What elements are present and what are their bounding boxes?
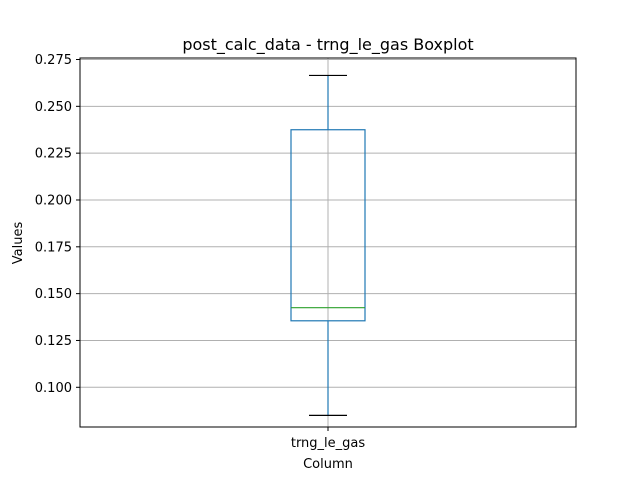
y-tick-label: 0.100	[35, 381, 72, 396]
marks-layer	[290, 74, 366, 416]
x-axis-label: Column	[303, 457, 353, 472]
y-tick-label: 0.175	[35, 240, 72, 255]
y-tick-label: 0.275	[35, 53, 72, 68]
x-tick-label: trng_le_gas	[291, 436, 366, 451]
grid-layer	[80, 58, 576, 427]
y-tick-label: 0.225	[35, 147, 72, 162]
y-axis: 0.100 0.125 0.150 0.175 0.200 0.225 0.250 0.275	[35, 53, 80, 396]
box-iqr	[290, 129, 366, 322]
y-tick-label: 0.125	[35, 334, 72, 349]
y-axis-label: Values	[11, 222, 26, 265]
y-tick-label: 0.150	[35, 287, 72, 302]
x-axis: trng_le_gas	[291, 427, 366, 451]
y-tick-label: 0.250	[35, 100, 72, 115]
y-tick-label: 0.200	[35, 193, 72, 208]
chart-title: post_calc_data - trng_le_gas Boxplot	[182, 35, 473, 55]
